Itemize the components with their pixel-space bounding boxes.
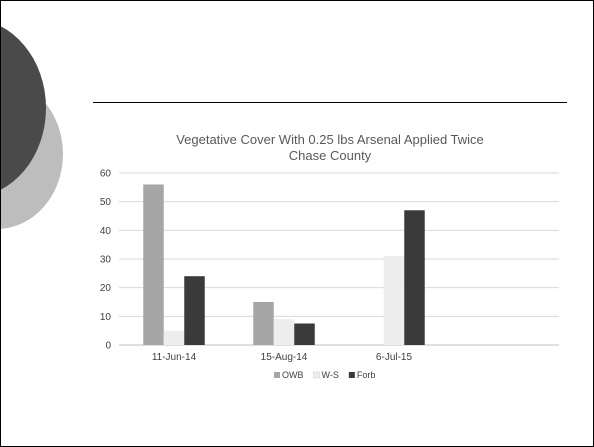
y-tick-label: 40 [100,226,112,237]
legend-swatch [274,372,280,378]
legend-swatch [313,371,320,379]
bar-owb-1 [253,302,274,345]
y-tick-label: 30 [100,255,112,266]
bar-forb-0 [184,276,205,345]
title-divider [93,102,567,103]
bar-w-s-1 [273,319,295,345]
chart-title-line-1: Vegetative Cover With 0.25 lbs Arsenal A… [176,132,484,147]
y-tick-label: 60 [100,169,112,180]
legend-swatch [348,372,355,378]
bar-w-s-0 [163,330,185,345]
bar-forb-2 [404,210,425,345]
bar-owb-0 [143,184,164,345]
y-tick-label: 20 [100,283,112,294]
y-tick-label: 0 [105,341,111,352]
bars [143,184,425,345]
bar-forb-1 [294,323,315,345]
x-tick-label: 15-Aug-14 [261,352,308,363]
x-tick-label: 11-Jun-14 [152,352,197,363]
y-tick-label: 50 [100,197,112,208]
bar-w-s-2 [383,256,405,345]
legend-label: W-S [322,370,339,380]
chart-title-line-2: Chase County [289,148,372,163]
legend: OWB W-S Forb [274,370,375,380]
axes: 0 10 20 30 40 50 60 11-Jun-14 15-Aug-14 6-Jul-15 [100,169,413,364]
x-tick-label: 6-Jul-15 [376,352,413,363]
y-tick-label: 10 [100,312,112,323]
legend-label: Forb [357,370,376,380]
legend-label: OWB [282,370,304,380]
